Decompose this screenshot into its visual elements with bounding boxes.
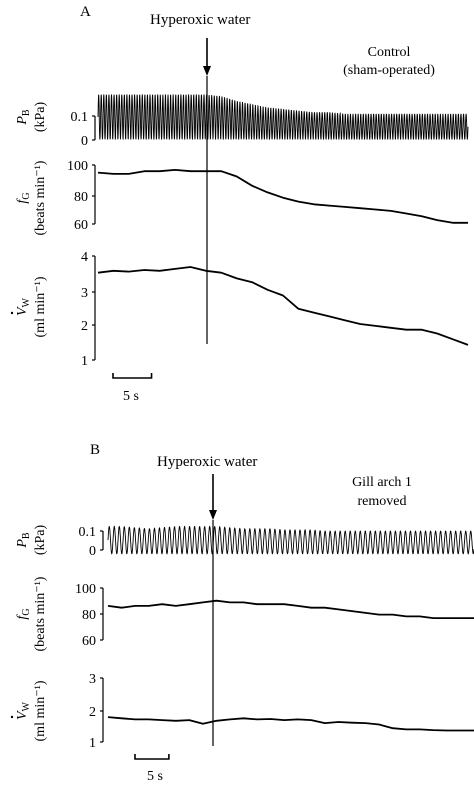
y-tick-label: 80 [74, 190, 88, 205]
y-label-fG-A: fG [15, 192, 32, 203]
y-tick-label: 1 [89, 736, 96, 751]
y-unit-label: (beats min⁻¹) [33, 160, 48, 235]
y-label-dot [10, 311, 14, 315]
y-label-symbol: V [15, 710, 30, 720]
y-label-PB-B: PB [15, 532, 32, 549]
panel-a-condition-line2: (sham-operated) [343, 63, 435, 78]
panel-b-event-label: Hyperoxic water [157, 454, 257, 470]
y-tick-label: 100 [67, 159, 88, 174]
y-unit-label: (kPa) [33, 102, 48, 133]
y-tick-label: 100 [75, 582, 96, 597]
y-tick-label: 2 [89, 705, 96, 720]
y-label-main: VW [15, 701, 32, 720]
panel-b-letter: B [90, 442, 100, 458]
trace-fG-A [97, 169, 468, 224]
y-unit-label: (ml min⁻¹) [33, 276, 48, 337]
y-label-VW-A: VW [10, 297, 32, 316]
y-label-subscript: W [21, 701, 32, 711]
y-label-subscript: B [21, 109, 32, 116]
scale-bar-B [134, 754, 170, 760]
y-tick-label: 80 [82, 608, 96, 623]
y-label-dot [10, 715, 14, 719]
y-label-subscript: G [21, 608, 32, 615]
y-label-main: PB [15, 109, 32, 126]
y-tick-label: 0 [89, 544, 96, 559]
y-label-VW-B: VW [10, 701, 32, 720]
panel-a-scale-label: 5 s [123, 389, 139, 404]
trace-fG-B [107, 599, 474, 619]
y-unit-VW-A: (ml min⁻¹) [33, 276, 48, 337]
y-tick-label: 0.1 [79, 525, 97, 540]
y-label-subscript: B [21, 532, 32, 539]
y-label-main: VW [15, 297, 32, 316]
event-arrow-head-B [209, 510, 217, 520]
y-tick-label: 4 [81, 250, 88, 265]
panel-b-condition-line1: Gill arch 1 [352, 475, 412, 490]
y-tick-label: 60 [74, 218, 88, 233]
y-label-main: PB [15, 532, 32, 549]
y-label-symbol: V [15, 306, 30, 316]
y-unit-PB-B: (kPa) [33, 525, 48, 556]
trace-VW-B [107, 716, 474, 732]
y-label-main: fG [15, 608, 32, 619]
y-label-main: fG [15, 192, 32, 203]
y-unit-fG-B: (beats min⁻¹) [33, 576, 48, 651]
y-unit-fG-A: (beats min⁻¹) [33, 160, 48, 235]
y-unit-label: (ml min⁻¹) [33, 680, 48, 741]
panel-b-scale-label: 5 s [147, 769, 163, 784]
panel-a-letter: A [80, 4, 91, 20]
trace-PB-A [97, 94, 469, 140]
y-label-symbol: P [15, 116, 30, 126]
y-tick-label: 2 [81, 319, 88, 334]
y-label-PB-A: PB [15, 109, 32, 126]
y-unit-VW-B: (ml min⁻¹) [33, 680, 48, 741]
y-unit-PB-A: (kPa) [33, 102, 48, 133]
trace-VW-A [97, 266, 469, 346]
y-tick-label: 0.1 [71, 110, 89, 125]
y-label-symbol: P [15, 539, 30, 549]
y-tick-label: 60 [82, 634, 96, 649]
y-unit-label: (beats min⁻¹) [33, 576, 48, 651]
y-label-subscript: W [21, 297, 32, 307]
y-label-symbol: f [15, 614, 30, 620]
panel-a-condition-line1: Control [368, 45, 411, 60]
panel-b-condition-line2: removed [358, 494, 407, 509]
y-unit-label: (kPa) [33, 525, 48, 556]
y-tick-label: 0 [81, 134, 88, 149]
y-tick-label: 3 [81, 286, 88, 301]
panel-a-event-label: Hyperoxic water [150, 12, 250, 28]
y-label-symbol: f [15, 198, 30, 204]
y-label-subscript: G [21, 192, 32, 199]
event-arrow-head-A [203, 66, 211, 76]
scale-bar-A [112, 373, 153, 379]
panel-b: 0.1 0 PB (kPa) 100 80 60 fG (beats min⁻¹) 3 2 1 VW (m… [10, 474, 474, 760]
y-tick-label: 1 [81, 354, 88, 369]
trace-PB-B [107, 525, 474, 555]
y-tick-label: 3 [89, 672, 96, 687]
y-label-fG-B: fG [15, 608, 32, 619]
